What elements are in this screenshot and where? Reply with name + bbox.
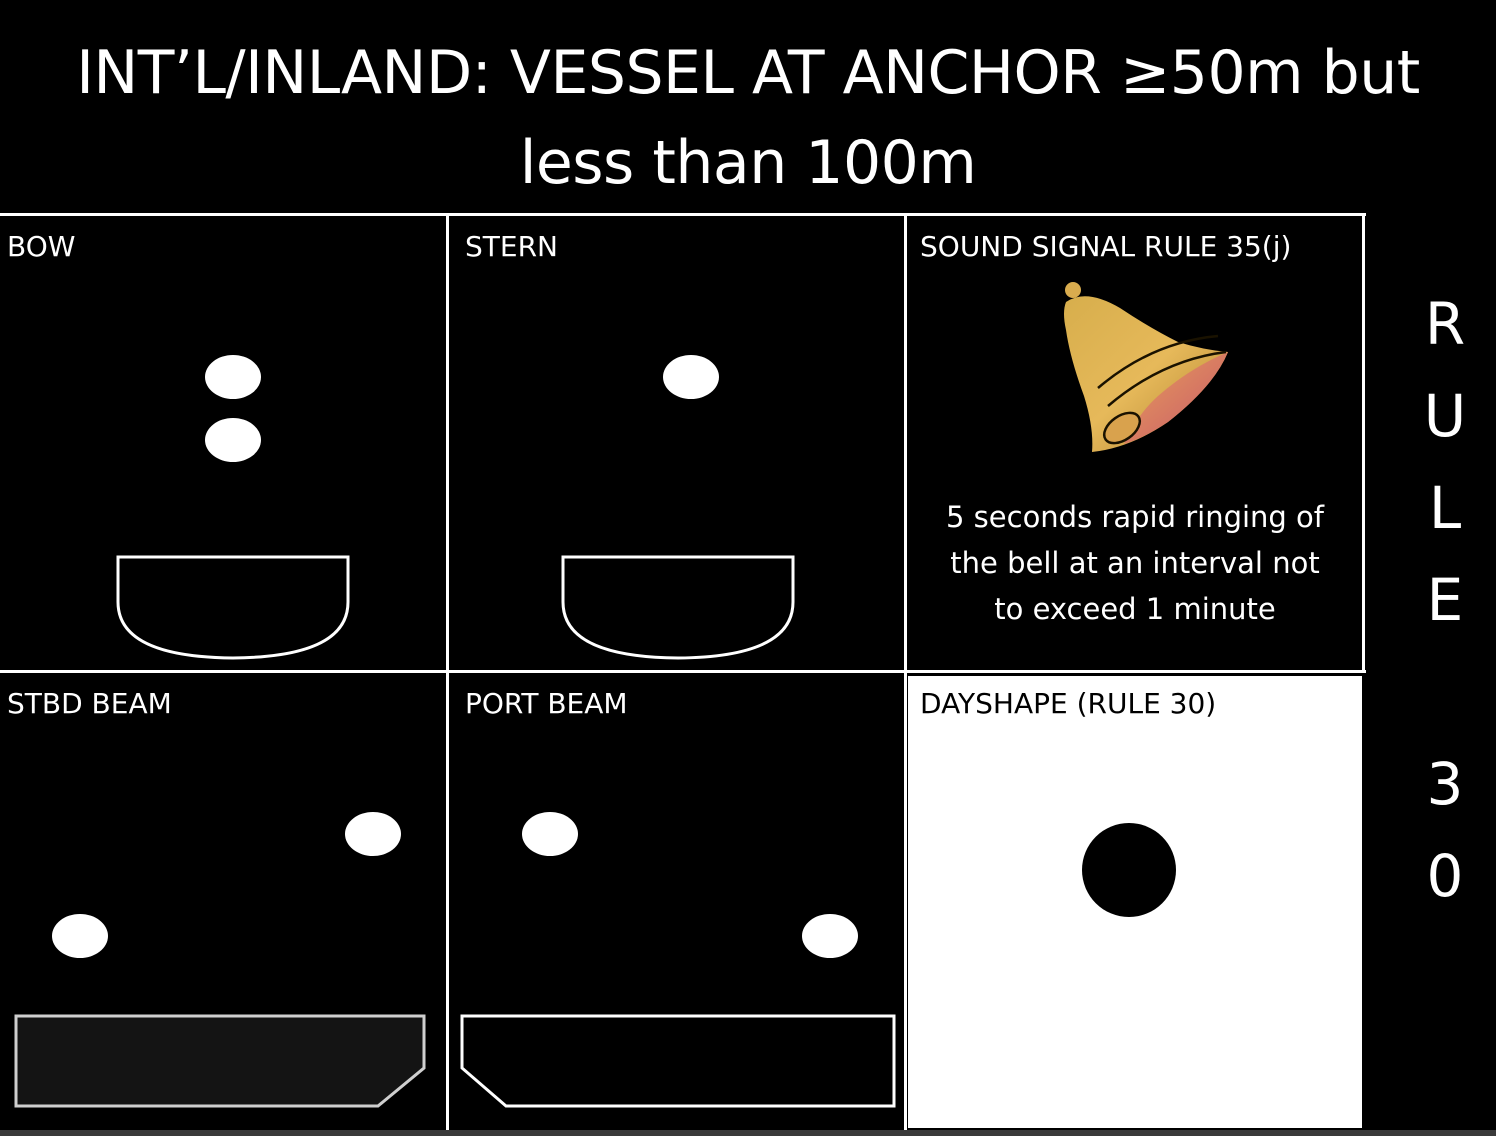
stern-hull-outline bbox=[561, 555, 795, 660]
rule-letter-l: L bbox=[1428, 474, 1462, 542]
dayshape-ball bbox=[1082, 823, 1176, 917]
grid-right-border bbox=[1362, 213, 1365, 673]
stbd-beam-label: STBD BEAM bbox=[7, 687, 172, 720]
rule-digit-3: 3 bbox=[1426, 750, 1464, 818]
rule-letter-r: R bbox=[1424, 290, 1466, 358]
port-forward-anchor-light bbox=[522, 812, 578, 856]
grid-divider-2 bbox=[904, 213, 907, 1130]
bottom-edge-bar bbox=[0, 1130, 1496, 1136]
sound-text-line-1: 5 seconds rapid ringing of bbox=[946, 500, 1324, 534]
bell-icon bbox=[1064, 282, 1228, 452]
sound-signal-description: 5 seconds rapid ringing of the bell at a… bbox=[910, 494, 1360, 632]
stbd-beam-hull-outline bbox=[14, 1014, 426, 1108]
title-line-2: less than 100m bbox=[519, 128, 977, 198]
stbd-forward-anchor-light bbox=[345, 812, 401, 856]
bow-masthead-light-upper bbox=[205, 355, 261, 399]
stern-label: STERN bbox=[465, 230, 558, 263]
bow-masthead-light-lower bbox=[205, 418, 261, 462]
port-aft-anchor-light bbox=[802, 914, 858, 958]
grid-divider-1 bbox=[446, 213, 449, 1130]
rule-letter-e: E bbox=[1426, 566, 1464, 634]
bow-label: BOW bbox=[7, 230, 76, 263]
bow-hull-outline bbox=[116, 555, 350, 660]
dayshape-label: DAYSHAPE (RULE 30) bbox=[920, 687, 1217, 720]
rule-gap bbox=[1395, 646, 1495, 738]
title-line-1: INT’L/INLAND: VESSEL AT ANCHOR ≥50m but bbox=[76, 38, 1420, 108]
sound-signal-label: SOUND SIGNAL RULE 35(j) bbox=[920, 230, 1292, 263]
sound-text-line-3: to exceed 1 minute bbox=[994, 592, 1276, 626]
port-beam-hull-outline bbox=[460, 1014, 896, 1108]
grid-top-border bbox=[0, 213, 1366, 216]
sound-text-line-2: the bell at an interval not bbox=[950, 546, 1320, 580]
port-beam-label: PORT BEAM bbox=[465, 687, 628, 720]
stbd-aft-anchor-light bbox=[52, 914, 108, 958]
rule-30-vertical-label: R U L E 3 0 bbox=[1395, 278, 1495, 922]
grid-middle-border bbox=[0, 670, 1366, 673]
rule-letter-u: U bbox=[1423, 382, 1467, 450]
rule-digit-0: 0 bbox=[1426, 842, 1464, 910]
stern-anchor-light bbox=[663, 355, 719, 399]
page-title: INT’L/INLAND: VESSEL AT ANCHOR ≥50m but … bbox=[0, 28, 1496, 208]
